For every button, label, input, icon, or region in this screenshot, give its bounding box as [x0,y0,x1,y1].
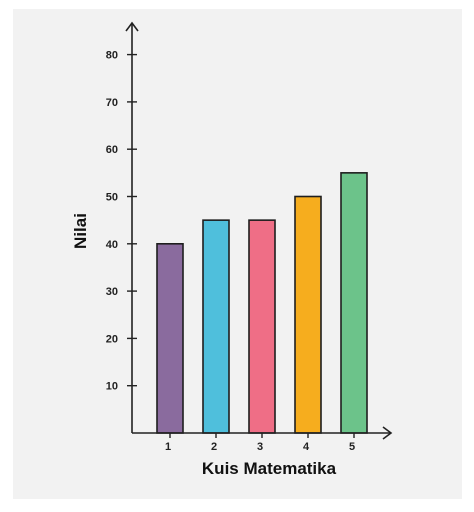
x-tick-label: 5 [349,441,355,453]
axes-group [125,21,393,440]
y-tick-label: 10 [106,381,118,393]
x-tick-label: 2 [211,441,217,453]
y-tick-label: 70 [106,97,118,109]
x-axis-arrow [382,426,393,440]
x-tick-label: 3 [257,441,263,453]
chart-panel [13,9,462,499]
y-tick-label: 60 [106,144,118,156]
bar-4 [294,195,322,434]
bar-1 [156,243,184,434]
x-ticks-group: 1 2 3 4 5 [165,433,355,453]
y-tick-label: 50 [106,192,118,204]
bar-2 [202,219,230,434]
y-ticks-group: 10 20 30 40 50 60 70 80 [106,50,137,393]
y-tick-label: 20 [106,333,118,345]
y-tick-label: 30 [106,286,118,298]
y-axis-title: Nilai [71,213,90,249]
x-tick-label: 4 [303,441,310,453]
y-axis-arrow [125,21,139,32]
y-tick-label: 40 [106,239,118,251]
x-tick-label: 1 [165,441,171,453]
x-axis-title: Kuis Matematika [202,459,337,478]
y-tick-label: 80 [106,50,118,62]
bar-3 [248,219,276,434]
bar-5 [340,172,368,434]
bars-group [156,172,368,434]
